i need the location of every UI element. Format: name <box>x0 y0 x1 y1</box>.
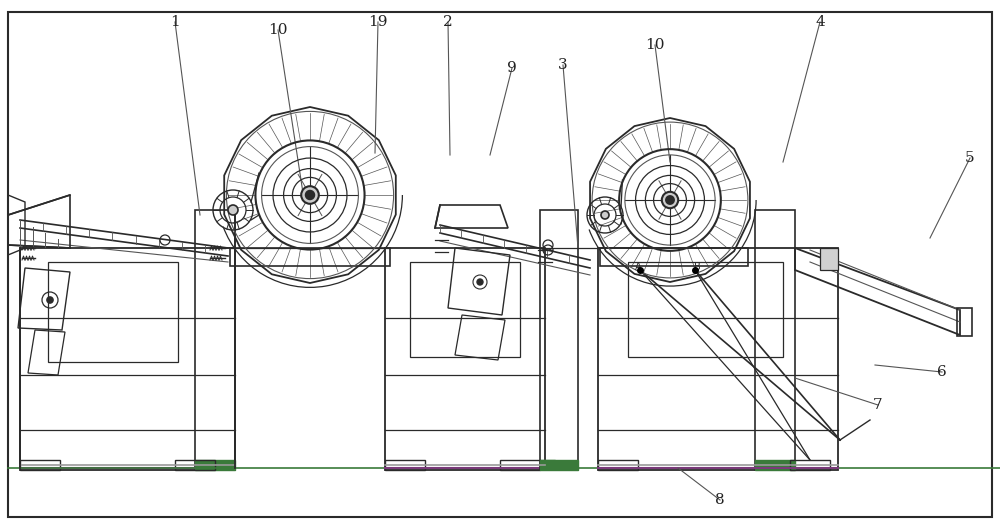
Bar <box>598 460 638 470</box>
Bar <box>540 460 578 470</box>
Bar <box>195 460 235 470</box>
Circle shape <box>301 186 319 204</box>
Circle shape <box>662 192 678 208</box>
Bar <box>957 308 972 336</box>
Bar <box>628 262 783 357</box>
Circle shape <box>666 196 674 204</box>
Bar <box>385 460 425 470</box>
Bar <box>410 262 520 357</box>
Bar <box>598 248 838 470</box>
Bar <box>20 460 60 470</box>
Bar <box>500 460 540 470</box>
Text: 19: 19 <box>368 15 388 29</box>
Bar <box>230 248 390 266</box>
Circle shape <box>47 297 53 303</box>
Bar <box>20 248 235 470</box>
Text: A: A <box>635 262 641 272</box>
Text: 4: 4 <box>815 15 825 29</box>
Bar <box>540 460 555 468</box>
Text: 2: 2 <box>443 15 453 29</box>
Circle shape <box>477 279 483 285</box>
Bar <box>195 210 235 470</box>
Bar <box>820 248 838 270</box>
Text: 9: 9 <box>507 61 517 75</box>
Bar <box>755 210 795 470</box>
Bar <box>790 460 830 470</box>
Text: B: B <box>694 262 700 272</box>
Text: 10: 10 <box>268 23 288 37</box>
Circle shape <box>601 211 609 219</box>
Bar <box>755 460 795 470</box>
Bar <box>540 210 578 470</box>
Text: 8: 8 <box>715 493 725 507</box>
Circle shape <box>228 205 238 215</box>
Text: 10: 10 <box>645 38 665 52</box>
Text: 1: 1 <box>170 15 180 29</box>
Bar <box>48 262 178 362</box>
Text: 6: 6 <box>937 365 947 379</box>
Bar <box>385 248 545 470</box>
Bar <box>175 460 215 470</box>
Circle shape <box>306 191 314 200</box>
Bar <box>600 248 748 266</box>
Text: 7: 7 <box>873 398 883 412</box>
Text: 3: 3 <box>558 58 568 72</box>
Text: 5: 5 <box>965 151 975 165</box>
